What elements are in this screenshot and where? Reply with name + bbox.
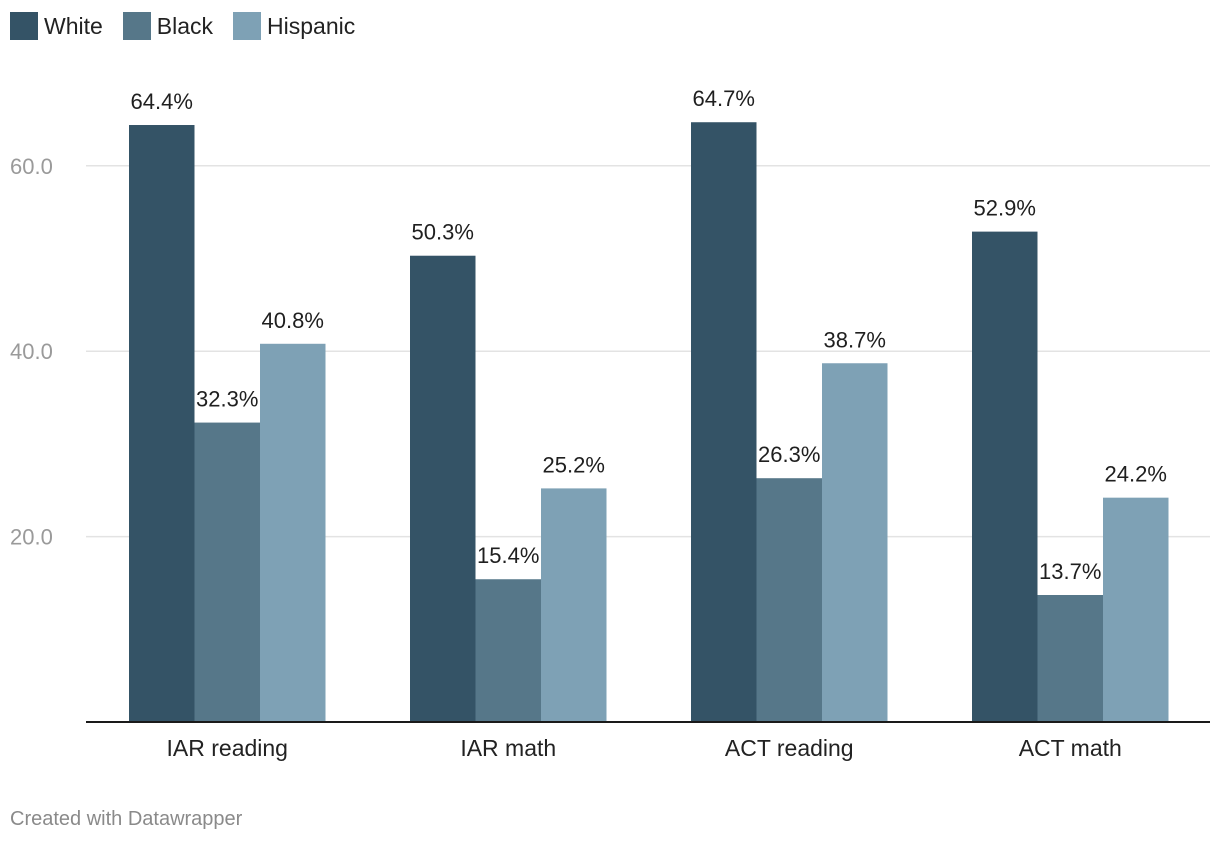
legend-swatch-hispanic — [233, 12, 262, 40]
bar-hispanic-2 — [822, 363, 888, 722]
bar-black-0 — [194, 422, 260, 722]
bar-white-3 — [972, 231, 1038, 722]
legend-item-white: White — [10, 12, 103, 40]
x-category-label-1: IAR math — [460, 735, 556, 761]
bar-hispanic-1 — [541, 488, 607, 722]
bar-hispanic-3 — [1103, 497, 1169, 722]
legend-item-black: Black — [122, 12, 214, 40]
data-label-hispanic-3: 24.2% — [1105, 462, 1167, 487]
data-label-black-2: 26.3% — [758, 442, 820, 467]
data-label-black-0: 32.3% — [196, 387, 258, 412]
bar-white-0 — [129, 125, 195, 722]
bar-white-1 — [410, 255, 476, 722]
bar-black-1 — [475, 579, 541, 722]
data-label-hispanic-1: 25.2% — [543, 452, 605, 477]
x-category-label-2: ACT reading — [725, 735, 854, 761]
legend-item-hispanic: Hispanic — [233, 12, 355, 40]
data-label-hispanic-0: 40.8% — [262, 308, 324, 333]
y-tick-label-20: 20.0 — [10, 525, 53, 550]
legend-label-hispanic: Hispanic — [267, 12, 356, 39]
x-category-label-3: ACT math — [1019, 735, 1122, 761]
bar-white-2 — [691, 122, 757, 722]
data-label-hispanic-2: 38.7% — [824, 327, 886, 352]
chart-legend: White Black Hispanic — [10, 12, 375, 40]
legend-swatch-black — [122, 12, 151, 40]
legend-label-white: White — [44, 12, 103, 39]
legend-label-black: Black — [156, 12, 214, 39]
bar-black-3 — [1037, 595, 1103, 722]
data-label-black-3: 13.7% — [1039, 559, 1101, 584]
datawrapper-credit: Created with Datawrapper — [10, 808, 243, 830]
y-tick-label-60: 60.0 — [10, 154, 53, 179]
bar-hispanic-0 — [260, 343, 326, 722]
data-label-white-0: 64.4% — [131, 89, 193, 114]
y-tick-label-40: 40.0 — [10, 339, 53, 364]
legend-swatch-white — [10, 12, 38, 40]
data-label-white-1: 50.3% — [412, 220, 474, 245]
bar-black-2 — [756, 478, 822, 722]
data-label-white-3: 52.9% — [974, 196, 1036, 221]
x-category-label-0: IAR reading — [167, 735, 288, 761]
data-label-black-1: 15.4% — [477, 543, 539, 568]
data-label-white-2: 64.7% — [693, 86, 755, 111]
